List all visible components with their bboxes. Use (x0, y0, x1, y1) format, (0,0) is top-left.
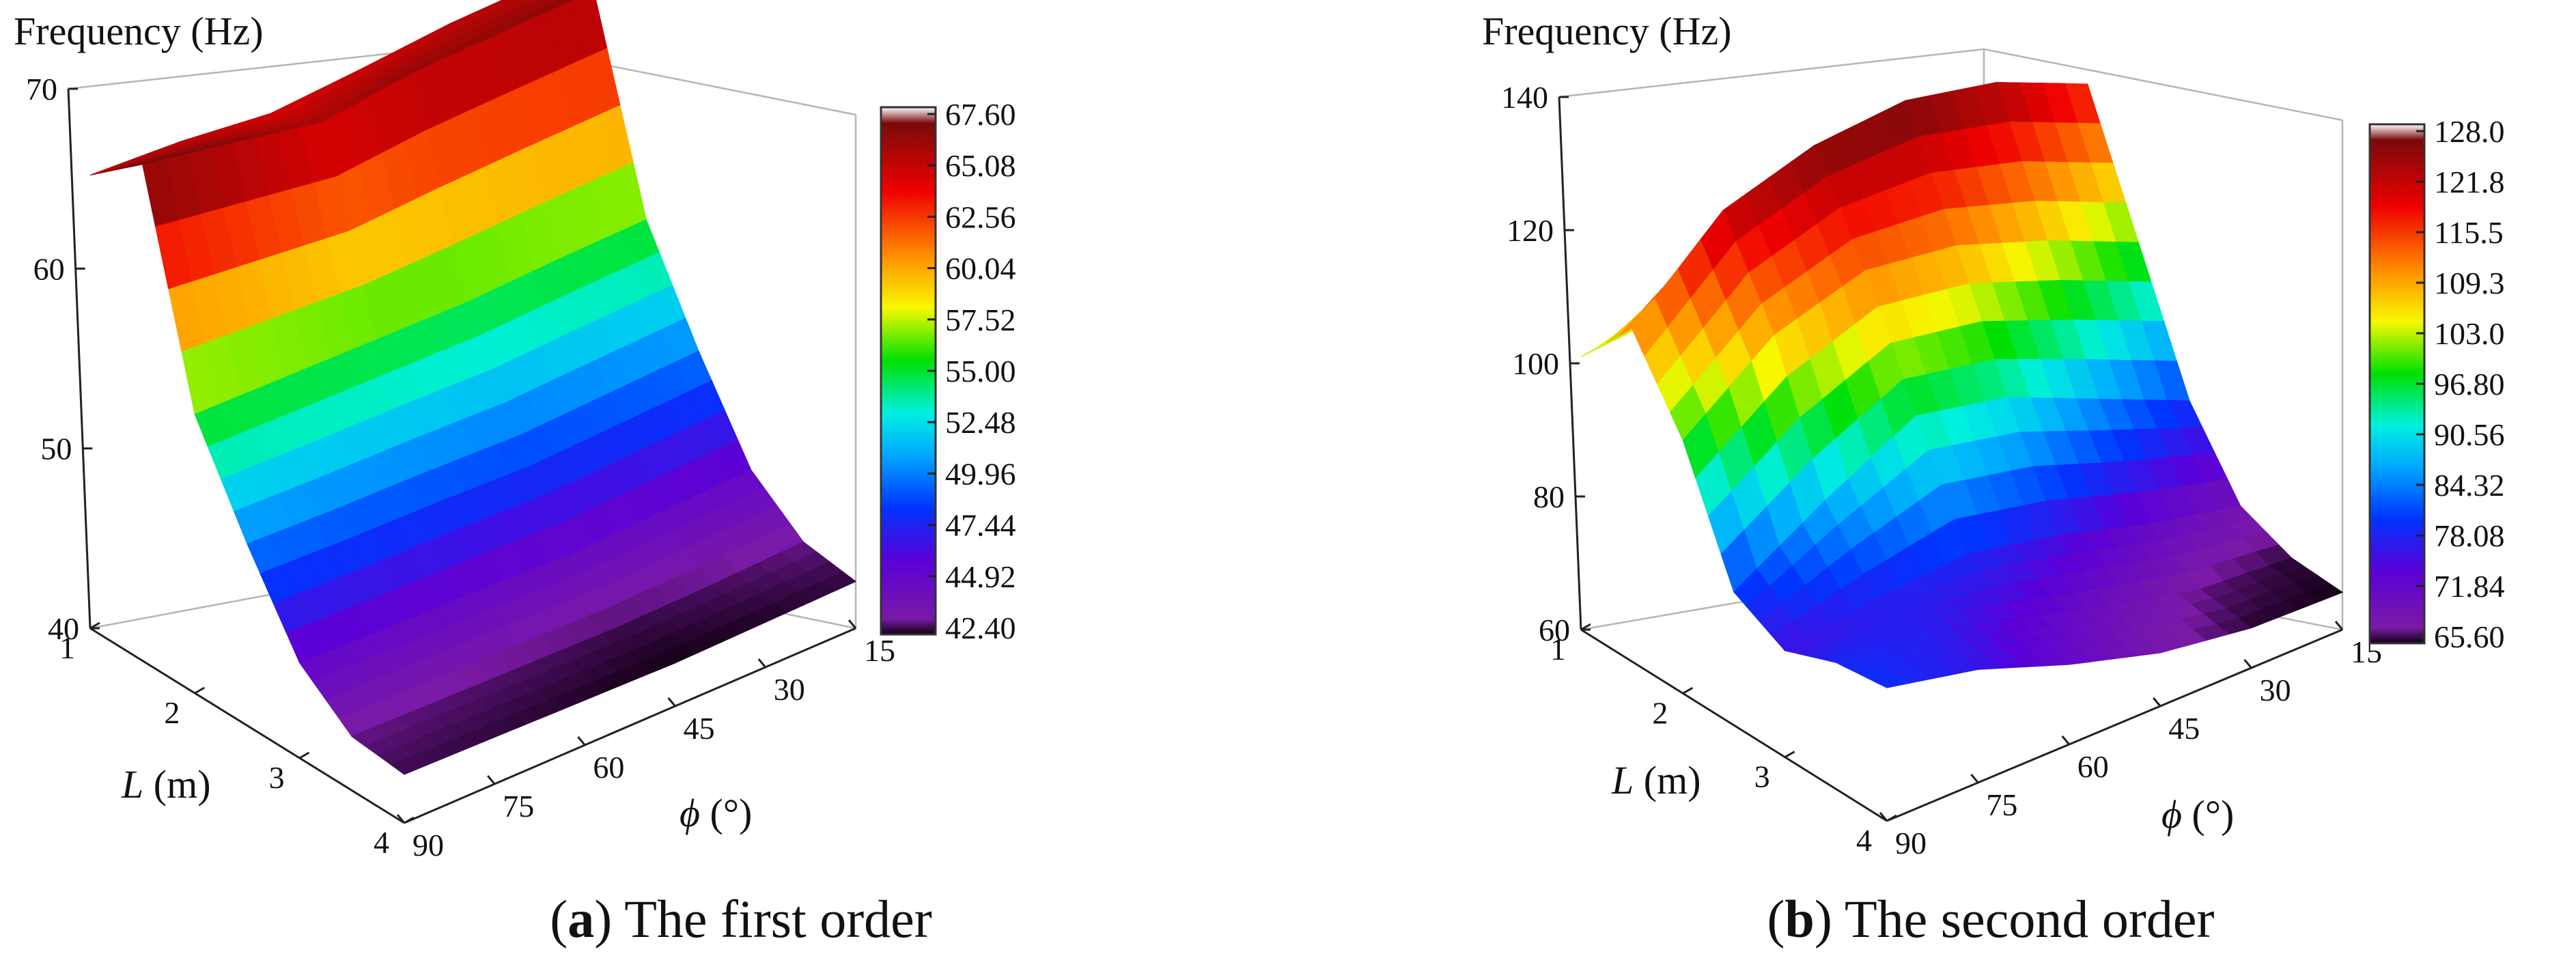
panel-b-caption: (b) The second order (1767, 889, 2215, 949)
panel-b-L-tick-label: 2 (1652, 695, 1668, 730)
panel-a-phi-symbol: ϕ (680, 791, 700, 835)
panel-a-colorbar-tick-label: 67.60 (945, 97, 1016, 132)
panel-a-surface (90, 0, 856, 774)
panel-a-phi-unit: (°) (700, 791, 752, 835)
panel-b-colorbar-tick-label: 96.80 (2434, 367, 2505, 402)
panel-b-caption-letter: b (1785, 889, 1815, 949)
panel-b-L-tick-label: 4 (1856, 823, 1872, 858)
panel-a-phi-tick-label: 45 (684, 711, 715, 746)
panel-a-z-axis (68, 89, 90, 628)
panel-b-L-symbol: L (1611, 758, 1634, 802)
panel-b-z-tick-label: 100 (1512, 346, 1559, 381)
panel-b-z-axis-label: Frequency (Hz) (1482, 9, 1732, 53)
panel-a: 40 50 60 70 1 2 3 4 15 30 45 60 75 90 Frequency (Hz… (14, 0, 1016, 949)
panel-a-colorbar-tick-label: 57.52 (945, 303, 1016, 337)
panel-a-L-tick-label: 3 (269, 760, 285, 795)
panel-b-colorbar-tick-label: 109.3 (2434, 266, 2505, 300)
panel-a-colorbar-tick-label: 44.92 (945, 559, 1016, 594)
panel-b-L-tick-label: 1 (1550, 632, 1566, 667)
panel-b-L-tick-label: 3 (1754, 759, 1770, 794)
panel-b-caption-text: The second order (1832, 889, 2215, 949)
panel-a-z-ticks: 40 50 60 70 (26, 72, 100, 646)
panel-a-phi-tick-mark (578, 737, 585, 745)
panel-b-colorbar-tick-label: 103.0 (2434, 316, 2505, 351)
panel-b-z-ticks: 6080100120140 (1501, 80, 1591, 647)
panel-b-phi-tick-label: 30 (2260, 673, 2291, 707)
panel-a-phi-tick-label: 90 (412, 828, 444, 863)
panel-a-caption-text: The first order (612, 889, 932, 949)
panel-a-caption-letter: a (568, 889, 594, 949)
panel-b-colorbar-tick-label: 71.84 (2434, 569, 2505, 604)
panel-b-colorbar-tick-label: 65.60 (2434, 619, 2505, 654)
panel-b-phi-tick-label: 90 (1895, 826, 1927, 860)
panel-a-L-unit: (m) (143, 762, 210, 807)
panel-a-colorbar-tick-label: 49.96 (945, 456, 1016, 491)
panel-a-colorbar-tick-label: 52.48 (945, 405, 1016, 440)
panel-a-z-tick-label: 50 (40, 432, 72, 466)
panel-a-colorbar-tick-label: 65.08 (945, 148, 1016, 183)
panel-b-colorbar-tick-label: 128.0 (2434, 114, 2505, 149)
panel-a-L-symbol: L (121, 762, 143, 807)
panel-a-L-tick-mark (300, 753, 309, 758)
panel-a-L-tick-mark (195, 688, 204, 693)
panel-a-z-tick-label: 60 (33, 251, 65, 286)
panel-b-L-unit: (m) (1634, 758, 1700, 802)
panel-a-phi-tick-label: 60 (593, 750, 624, 785)
panel-a-phi-tick-mark (488, 776, 494, 784)
panel-b-colorbar-tick-label: 121.8 (2434, 165, 2505, 199)
panel-b-colorbar-ticks: 128.0 121.8 115.5 109.3 103.0 96.80 90.56 84.32… (2416, 114, 2505, 654)
panel-b-colorbar: 128.0 121.8 115.5 109.3 103.0 96.80 90.56 84.32… (2370, 114, 2505, 654)
panel-b-surface (1581, 83, 2342, 688)
panel-a-L-tick-label: 2 (164, 695, 180, 730)
panel-a-colorbar-tick-label: 55.00 (945, 354, 1016, 389)
panel-b-z-tick-label: 120 (1507, 213, 1554, 248)
panel-a-colorbar-tick-label: 47.44 (945, 508, 1016, 543)
panel-b-L-tick-mark (1785, 752, 1795, 757)
panel-a-colorbar-ticks: 67.60 65.08 62.56 60.04 57.52 55.00 52.48 49.96… (927, 97, 1016, 645)
panel-b-phi-tick-label: 45 (2168, 711, 2200, 746)
panel-a-phi-tick-label: 75 (503, 789, 534, 824)
panel-b-phi-tick-mark (2062, 736, 2069, 744)
panel-b-phi-tick-mark (1971, 774, 1978, 783)
panel-b-L-tick-mark (1683, 688, 1692, 693)
panel-a-L-tick-label: 4 (374, 825, 389, 860)
panel-a-colorbar-tick-label: 62.56 (945, 199, 1016, 234)
panel-a-z-axis-label: Frequency (Hz) (14, 9, 264, 53)
panel-b-phi-symbol: ϕ (2161, 792, 2182, 837)
panel-a-colorbar: 67.60 65.08 62.56 60.04 57.52 55.00 52.48 49.96… (881, 97, 1016, 645)
panel-b-colorbar-tick-label: 90.56 (2434, 417, 2505, 452)
panel-a-caption: (a) The first order (550, 889, 932, 949)
panel-b-colorbar-tick-label: 78.08 (2434, 518, 2505, 553)
panel-b-phi-tick-label: 60 (2077, 749, 2109, 784)
panel-a-colorbar-tick-label: 42.40 (945, 611, 1016, 645)
panel-b-phi-axis-label: ϕ (°) (2161, 792, 2234, 837)
panel-b-phi-unit: (°) (2182, 792, 2234, 837)
panel-a-L-tick-label: 1 (59, 630, 75, 665)
panel-a-phi-axis-label: ϕ (°) (680, 791, 752, 835)
panel-b-z-tick-label: 80 (1533, 479, 1565, 514)
panel-a-colorbar-tick-label: 60.04 (945, 251, 1016, 286)
figure-canvas: 40506070 1234 153045607590 Frequency (Hz… (0, 0, 2576, 967)
panel-b-phi-tick-label: 75 (1986, 787, 2017, 822)
panel-b-L-axis-label: L (m) (1611, 758, 1701, 802)
panel-b-colorbar-tick-label: 115.5 (2434, 215, 2504, 250)
panel-b-colorbar-tick-label: 84.32 (2434, 468, 2505, 503)
panel-a-phi-tick-label: 15 (864, 633, 895, 668)
panel-a-z-tick-label: 70 (26, 72, 57, 107)
panel-a-phi-tick-label: 30 (774, 672, 805, 707)
panel-b-phi-tick-mark (2153, 698, 2160, 706)
panel-b-surface-cell (1594, 322, 1629, 350)
panel-b-phi-tick-mark (2245, 660, 2252, 668)
panel-a-L-axis-label: L (m) (121, 762, 211, 807)
panel-a-phi-tick-mark (759, 659, 766, 667)
panel-a-phi-tick-mark (669, 698, 675, 706)
panel-b-z-tick-label: 140 (1501, 80, 1548, 115)
